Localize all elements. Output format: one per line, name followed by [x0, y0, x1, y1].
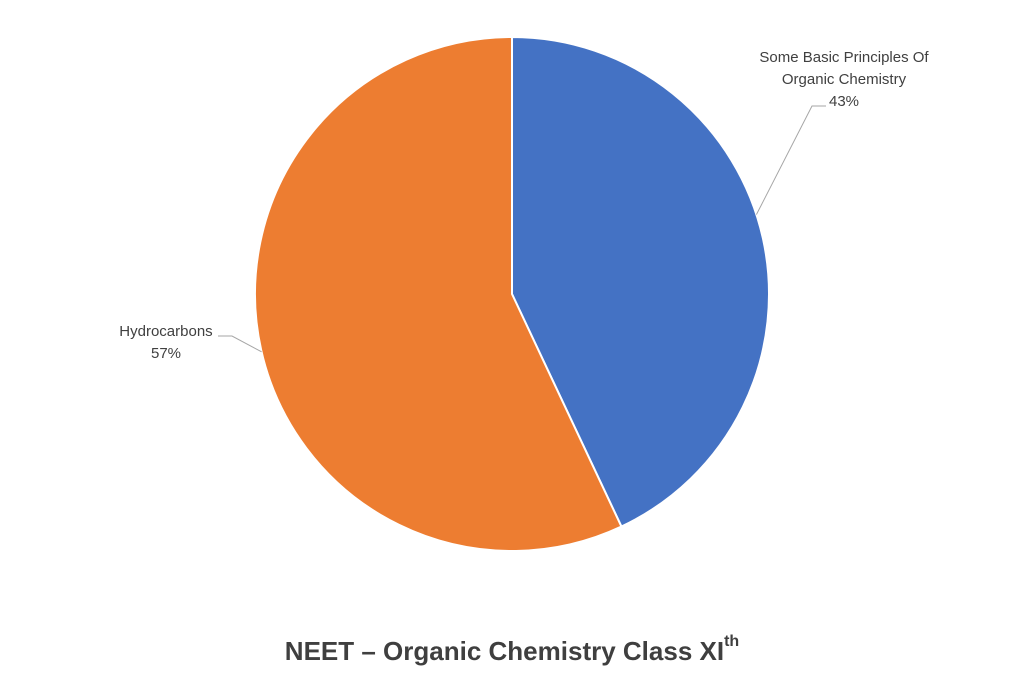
pie-slice-1	[511, 35, 770, 528]
slice-category-label: Organic Chemistry	[782, 71, 907, 88]
chart-title: NEET – Organic Chemistry Class XIth	[0, 633, 1024, 667]
leader-line-2	[218, 335, 262, 353]
slice-category-label: Some Basic Principles Of	[759, 49, 929, 66]
slice-label-1: Some Basic Principles Of Organic Chemistr…	[759, 49, 929, 110]
slice-value-label: 43%	[829, 93, 859, 110]
chart-title-text: NEET – Organic Chemistry Class XI	[284, 636, 725, 666]
chart-title-superscript: th	[724, 633, 740, 651]
leader-line-1	[755, 105, 826, 215]
pie-slices	[254, 35, 770, 552]
leader-lines	[218, 105, 826, 353]
pie-slice-2	[254, 35, 623, 552]
data-labels: Some Basic Principles Of Organic Chemistr…	[119, 49, 929, 362]
slice-label-2: Hydrocarbons 57%	[119, 323, 212, 362]
slice-category-label: Hydrocarbons	[119, 323, 212, 340]
slice-value-label: 57%	[151, 345, 181, 362]
